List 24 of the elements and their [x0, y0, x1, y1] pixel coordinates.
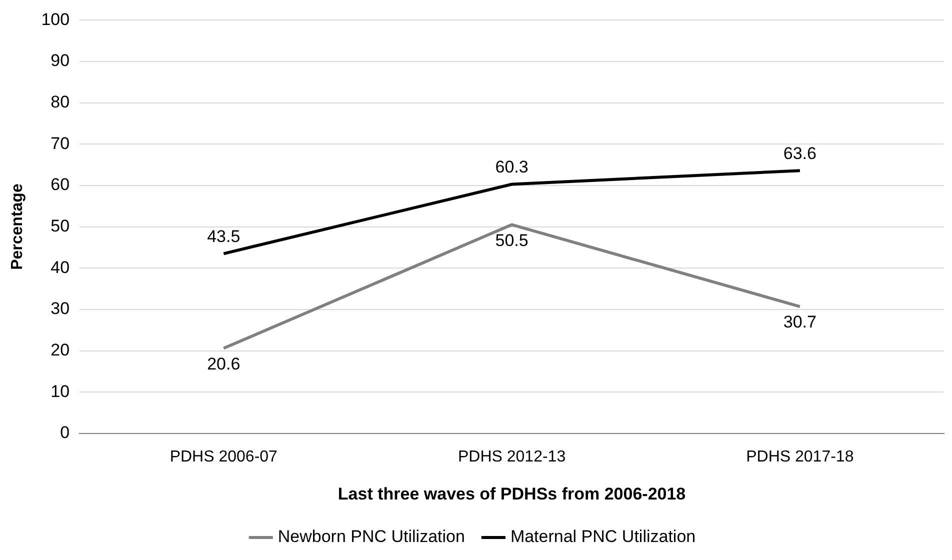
y-tick-label: 20 [50, 340, 70, 360]
data-label: 43.5 [207, 226, 240, 246]
x-axis-title: Last three waves of PDHSs from 2006-2018 [338, 484, 686, 504]
data-label: 63.6 [783, 144, 816, 163]
y-tick-label: 10 [50, 382, 70, 401]
y-axis-title: Percentage [9, 184, 26, 270]
y-tick-label: 70 [50, 134, 70, 153]
x-tick-label: PDHS 2006-07 [170, 448, 278, 466]
legend-label: Newborn PNC Utilization [278, 527, 465, 546]
y-tick-label: 50 [50, 216, 70, 236]
y-tick-label: 90 [50, 51, 70, 70]
data-label: 20.6 [207, 354, 240, 374]
legend-label: Maternal PNC Utilization [510, 527, 696, 546]
x-tick-label: PDHS 2017-18 [746, 448, 854, 466]
x-tick-label: PDHS 2012-13 [458, 448, 566, 466]
data-label: 50.5 [495, 230, 528, 250]
data-label: 60.3 [495, 157, 528, 176]
y-tick-label: 60 [50, 175, 70, 194]
y-tick-label: 40 [50, 258, 70, 277]
data-label: 30.7 [783, 312, 816, 332]
y-tick-label: 30 [50, 299, 70, 318]
y-tick-label: 100 [41, 10, 70, 29]
y-tick-label: 0 [60, 423, 70, 442]
y-tick-label: 80 [50, 92, 70, 112]
